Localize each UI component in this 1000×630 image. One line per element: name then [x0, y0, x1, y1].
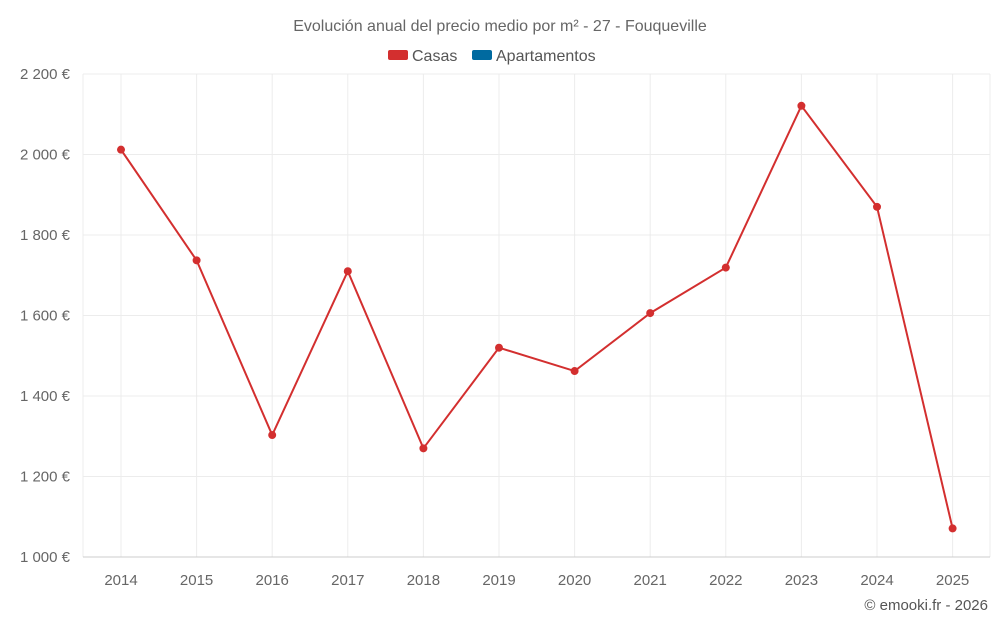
legend-swatch-apartamentos[interactable] — [472, 50, 492, 60]
credit-text: © emooki.fr - 2026 — [864, 597, 988, 614]
data-point-2016[interactable] — [268, 431, 277, 440]
data-point-2023[interactable] — [797, 101, 806, 110]
legend-swatch-casas[interactable] — [388, 50, 408, 60]
y-tick-label: 1 600 € — [20, 308, 71, 325]
data-point-2014[interactable] — [117, 145, 125, 154]
x-tick-label: 2024 — [860, 572, 893, 589]
x-tick-label: 2023 — [785, 572, 818, 589]
x-tick-label: 2021 — [634, 572, 667, 589]
data-point-2022[interactable] — [721, 263, 730, 272]
x-tick-label: 2018 — [407, 572, 440, 589]
data-point-2018[interactable] — [419, 444, 428, 453]
grid — [82, 73, 991, 557]
data-point-2015[interactable] — [192, 256, 201, 265]
x-tick-label: 2015 — [180, 572, 213, 589]
x-tick-label: 2019 — [482, 572, 515, 589]
x-axis: 2014 2015 2016 2017 2018 2019 2020 2021 2022 2023… — [83, 556, 990, 589]
series-line-casas — [120, 103, 954, 529]
x-tick-label: 2022 — [709, 572, 742, 589]
y-tick-label: 2 200 € — [20, 66, 71, 83]
plot-area — [117, 101, 957, 533]
legend-label-apartamentos[interactable]: Apartamentos — [496, 48, 596, 65]
data-point-2017[interactable] — [343, 267, 352, 276]
y-tick-label: 2 000 € — [20, 147, 71, 164]
y-tick-label: 1 800 € — [20, 227, 71, 244]
y-axis: 1 000 € 1 200 € 1 400 € 1 600 € 1 800 € 2 000… — [20, 66, 71, 566]
y-tick-label: 1 400 € — [20, 388, 71, 405]
x-tick-label: 2020 — [558, 572, 591, 589]
legend-label-casas[interactable]: Casas — [412, 48, 457, 65]
x-tick-label: 2014 — [104, 572, 137, 589]
y-tick-label: 1 000 € — [20, 549, 71, 566]
data-point-2025[interactable] — [948, 524, 957, 533]
chart-title: Evolución anual del precio medio por m² … — [293, 18, 707, 35]
data-point-2019[interactable] — [495, 343, 503, 352]
x-tick-label: 2016 — [256, 572, 289, 589]
data-point-2021[interactable] — [646, 309, 655, 318]
y-tick-label: 1 200 € — [20, 469, 71, 486]
x-tick-label: 2017 — [331, 572, 364, 589]
data-point-2020[interactable] — [570, 367, 579, 376]
legend: Casas Apartamentos — [388, 48, 596, 65]
data-point-2024[interactable] — [873, 202, 881, 211]
x-tick-label: 2025 — [936, 572, 969, 589]
